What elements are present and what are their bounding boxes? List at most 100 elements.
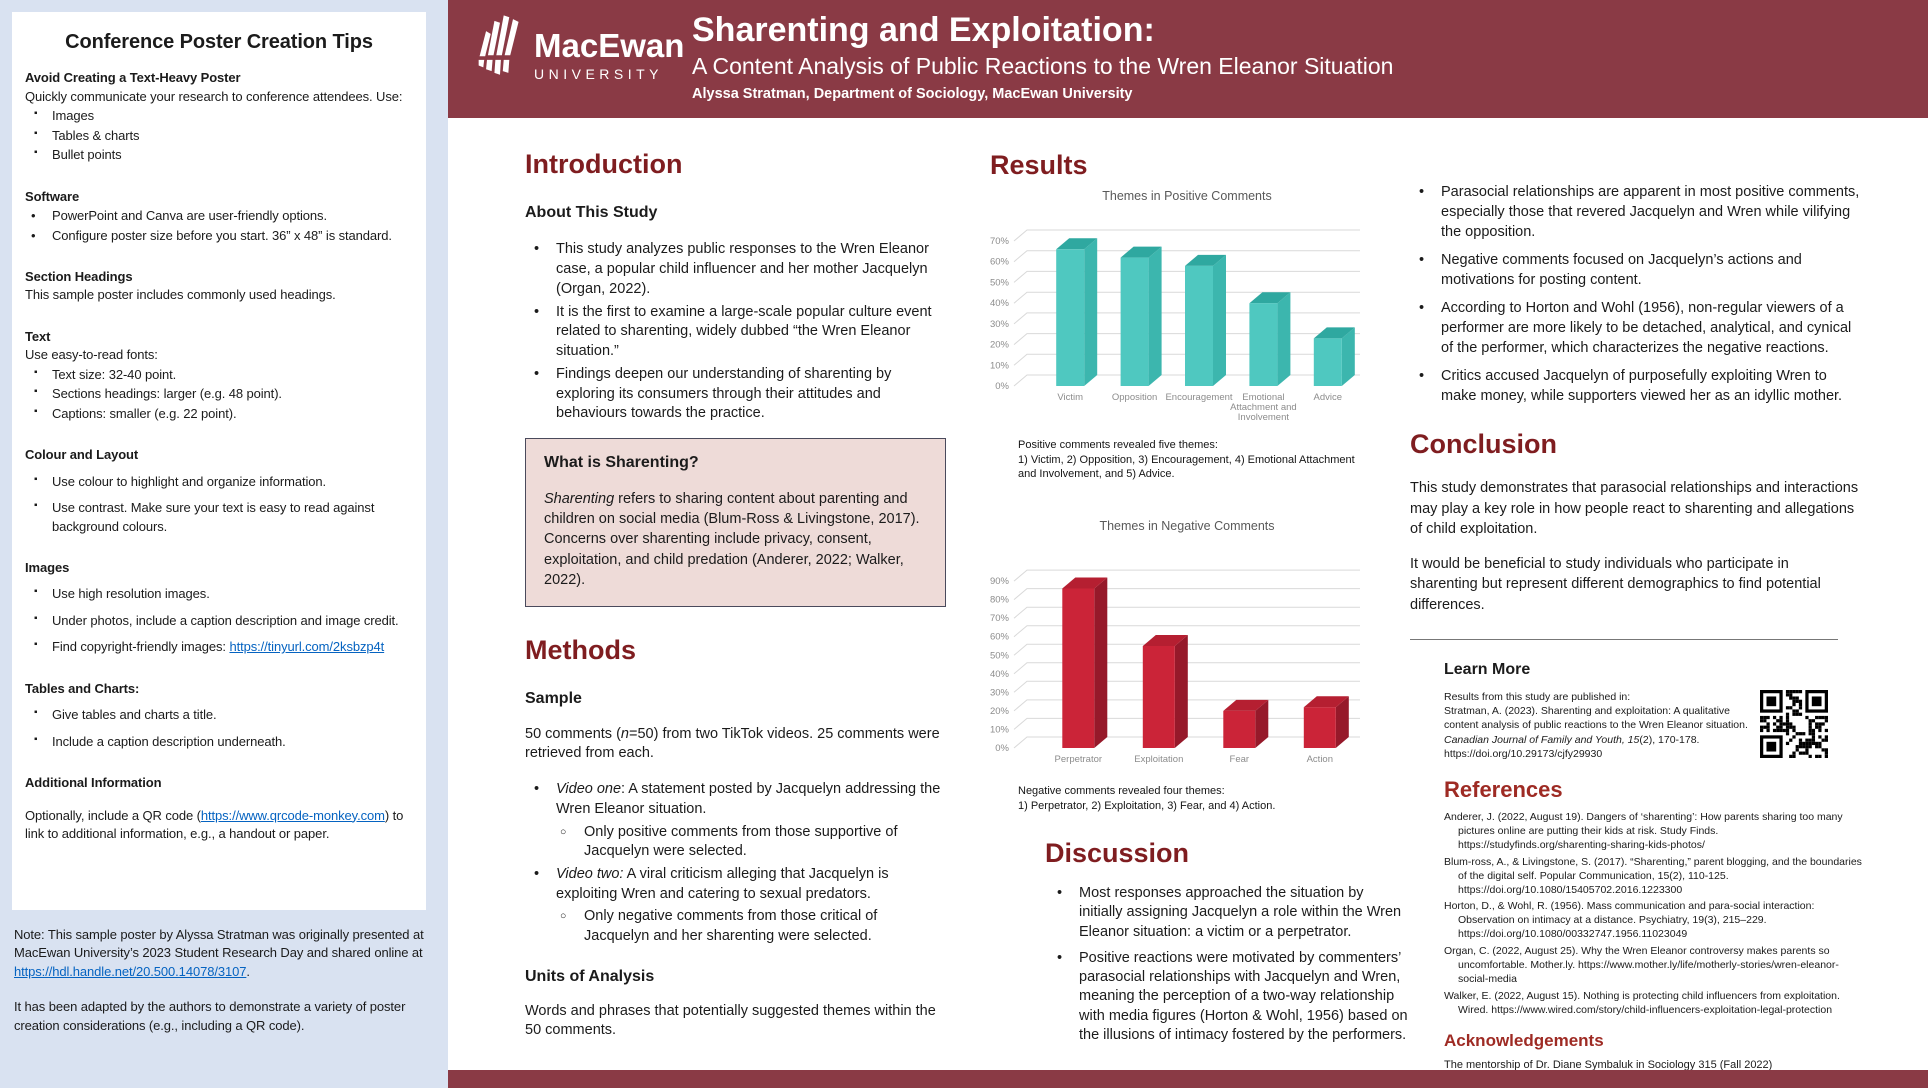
svg-text:60%: 60% (990, 632, 1010, 643)
box-paragraph: Sharenting refers to sharing content abo… (544, 489, 927, 590)
list-item-label: PowerPoint and Canva are user-friendly o… (52, 208, 327, 224)
conclusion-column: Parasocial relationships are apparent in… (1410, 182, 1862, 1073)
references-heading: References (1444, 776, 1563, 802)
section-lead: This sample poster includes commonly use… (25, 287, 336, 303)
list-item-label: Find copyright-friendly images: (52, 639, 230, 655)
reference-item: Walker, E. (2022, August 15). Nothing is… (1444, 989, 1840, 1016)
list-item-label: Include a caption description underneath… (52, 733, 286, 749)
bullet-item: Critics accused Jacquelyn of purposefull… (1410, 366, 1860, 406)
svg-text:70%: 70% (990, 613, 1010, 624)
svg-text:30%: 30% (990, 319, 1010, 330)
caption-line: Negative comments revealed four themes: (1018, 785, 1225, 797)
sample-paragraph: 50 comments (n=50) from two TikTok video… (525, 725, 946, 764)
sidebar-title: Conference Poster Creation Tips (65, 31, 373, 53)
units-paragraph: Words and phrases that potentially sugge… (525, 1002, 936, 1039)
negative-chart-caption: Negative comments revealed four themes: … (1018, 784, 1366, 813)
about-study-heading: About This Study (525, 203, 658, 221)
svg-text:10%: 10% (990, 724, 1010, 735)
video-one-lead: Video one (556, 781, 622, 798)
section-text: Text Use easy-to-read fonts: Text size: … (25, 328, 413, 423)
box-text: refers to sharing content about parentin… (544, 490, 920, 588)
macewan-logo: MacEwan UNIVERSITY (474, 15, 684, 82)
conclusion-heading: Conclusion (1410, 429, 1557, 459)
divider (1410, 639, 1838, 641)
bullet-item: Parasocial relationships are apparent in… (1410, 182, 1860, 242)
poster-header: MacEwan UNIVERSITY Sharenting and Exploi… (448, 0, 1928, 118)
sample-text: =50) from two TikTok videos. 25 comments… (525, 725, 940, 762)
poster-subtitle: A Content Analysis of Public Reactions t… (692, 52, 1394, 79)
references-list: Anderer, J. (2022, August 19). Dangers o… (1444, 811, 1864, 1017)
takeaways-list: Parasocial relationships are apparent in… (1410, 182, 1860, 406)
list-item: Find copyright-friendly images: https://… (25, 638, 413, 656)
svg-text:70%: 70% (990, 236, 1010, 247)
acknowledgements-text: The mentorship of Dr. Diane Symbaluk in … (1444, 1058, 1773, 1071)
list-item: Use contrast. Make sure your text is eas… (25, 499, 413, 536)
section-heading: Software (25, 188, 80, 204)
video-two-item: Video two: A viral criticism alleging th… (525, 865, 946, 904)
svg-text:Advice: Advice (1314, 392, 1343, 403)
video-one-text: : A statement posted by Jacquelyn addres… (556, 781, 941, 817)
svg-text:90%: 90% (990, 576, 1010, 587)
discussion-list: Most responses approached the situation … (1048, 884, 1408, 1052)
svg-text:60%: 60% (990, 257, 1010, 268)
introduction-column: Introduction About This Study This study… (525, 146, 946, 1041)
section-additional-info: Additional Information Optionally, inclu… (25, 774, 413, 843)
svg-text:20%: 20% (990, 340, 1010, 351)
svg-text:40%: 40% (990, 298, 1010, 309)
svg-text:Themes in Positive Comments: Themes in Positive Comments (1102, 189, 1272, 203)
list-item: Use high resolution images. (25, 585, 413, 603)
list-item: Captions: smaller (e.g. 22 point). (25, 405, 413, 423)
bullet-item: This study analyzes public responses to … (525, 240, 946, 299)
svg-text:Victim: Victim (1057, 392, 1083, 403)
box-lead: Sharenting (544, 490, 615, 507)
section-heading: Avoid Creating a Text-Heavy Poster (25, 70, 241, 86)
citation-intro: Results from this study are published in… (1444, 691, 1631, 704)
bullet-item: Most responses approached the situation … (1048, 884, 1408, 942)
handle-link[interactable]: https://hdl.handle.net/20.500.14078/3107 (14, 963, 247, 979)
list-item: Give tables and charts a title. (25, 706, 413, 724)
svg-text:Encouragement: Encouragement (1165, 392, 1232, 403)
note-paragraph: It has been adapted by the authors to de… (14, 999, 406, 1033)
paragraph-text: Optionally, include a QR code ( (25, 807, 201, 823)
note-text: . (246, 963, 250, 979)
svg-text:10%: 10% (990, 360, 1010, 371)
university-sub: UNIVERSITY (534, 65, 664, 82)
section-heading: Colour and Layout (25, 447, 139, 463)
list-item-label: Use colour to highlight and organize inf… (52, 473, 327, 489)
list-item-label: Use high resolution images. (52, 586, 210, 602)
video-one-item: Video one: A statement posted by Jacquel… (525, 780, 946, 819)
reference-item: Anderer, J. (2022, August 19). Dangers o… (1444, 811, 1843, 852)
list-item-label: Tables & charts (52, 127, 140, 143)
learn-more-heading: Learn More (1444, 661, 1531, 679)
bullet-item: Positive reactions were motivated by com… (1048, 949, 1408, 1045)
list-item-label: Images (52, 108, 95, 124)
list-item: Include a caption description underneath… (25, 733, 413, 751)
qr-monkey-link[interactable]: https://www.qrcode-monkey.com (200, 807, 385, 823)
acknowledgements-heading: Acknowledgements (1444, 1031, 1604, 1051)
svg-text:Themes in Negative Comments: Themes in Negative Comments (1099, 519, 1274, 533)
copyright-images-link[interactable]: https://tinyurl.com/2ksbzp4t (229, 639, 385, 655)
caption-line: 1) Perpetrator, 2) Exploitation, 3) Fear… (1018, 799, 1276, 812)
reference-item: Horton, D., & Wohl, R. (1956). Mass comm… (1444, 900, 1815, 941)
learn-more-citation: Results from this study are published in… (1444, 690, 1750, 761)
list-item-label: Configure poster size before you start. … (52, 227, 392, 243)
list-item-label: Use contrast. Make sure your text is eas… (52, 500, 375, 534)
section-heading: Images (25, 560, 70, 575)
tips-sidebar: Conference Poster Creation Tips Avoid Cr… (0, 0, 448, 1088)
conclusion-paragraph: It would be beneficial to study individu… (1410, 556, 1821, 613)
units-heading: Units of Analysis (525, 967, 655, 985)
section-heading: Additional Information (25, 775, 162, 791)
list-item: Text size: 32-40 point. (25, 366, 413, 384)
poster-title: Sharenting and Exploitation: (692, 11, 1155, 49)
list-item-label: Under photos, include a caption descript… (52, 612, 399, 628)
tips-card: Conference Poster Creation Tips Avoid Cr… (12, 12, 426, 910)
list-item: Sections headings: larger (e.g. 48 point… (25, 385, 413, 403)
list-item: Bullet points (25, 146, 413, 164)
poster-byline: Alyssa Stratman, Department of Sociology… (692, 85, 1133, 102)
citation-text: (2), 170-178. (1639, 733, 1700, 746)
university-name: MacEwan (534, 27, 685, 64)
list-item: Under photos, include a caption descript… (25, 612, 413, 630)
poster-footer-bar (448, 1070, 1928, 1088)
section-colour-layout: Colour and Layout Use colour to highligh… (25, 446, 413, 536)
svg-text:Perpetrator: Perpetrator (1055, 754, 1103, 765)
